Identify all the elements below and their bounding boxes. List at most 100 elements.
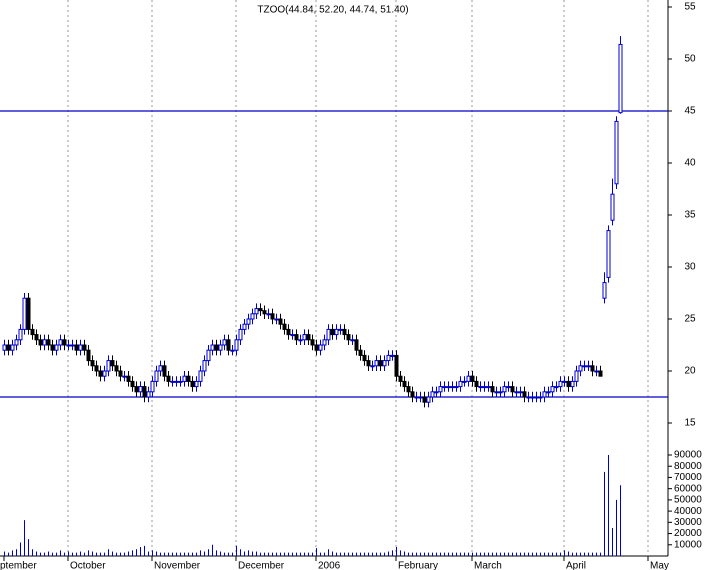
y-tick-label: 45 [684,106,696,117]
candle-body [250,313,255,320]
candle-body [562,380,567,383]
candle-body [326,328,331,341]
candle-body [538,396,543,399]
candle-body [382,360,387,367]
y-tick-label: 35 [684,210,696,221]
candle-body [534,396,539,399]
y2-tick-label: 20000 [674,528,702,539]
candle-body [174,380,179,383]
candle-body [66,344,71,347]
candle-body [202,360,207,372]
candle-body [430,391,435,398]
candle-body [582,365,587,368]
candle-body [58,339,63,346]
candle-body [274,318,279,321]
candle-body [138,386,143,393]
y-tick-label: 55 [684,2,696,13]
candle-body [494,391,499,394]
candle-body [490,386,495,393]
candle-body [146,391,151,398]
candle-body [522,391,527,398]
candle-body [262,310,267,315]
candle-body [170,380,175,383]
candle-body [22,297,27,330]
y-tick-label: 25 [684,314,696,325]
candle-body [338,328,343,331]
x-tick-label: February [398,561,438,570]
candle-body [530,396,535,399]
x-tick-label: October [70,561,106,570]
candle-body [318,344,323,351]
candle-body [26,297,31,330]
candle-body [214,344,219,351]
candle-body [518,391,523,394]
candle-body [210,344,215,351]
candle-body [258,308,263,312]
candle-body [346,334,351,341]
candle-body [454,386,459,389]
candle-body [590,365,595,372]
candle-body [550,386,555,393]
candle-body [334,328,339,336]
candle-body [442,386,447,389]
candle-body [302,334,307,341]
candle-body [278,318,283,325]
x-tick-label: May [650,561,669,570]
candle-body [498,391,503,394]
candle-body [502,386,507,393]
candle-body [374,360,379,367]
candle-body [30,328,35,336]
candle-body [130,380,135,388]
candle-body [602,282,607,299]
candle-body [426,396,431,403]
candle-body [154,370,159,382]
candle-body [70,344,75,347]
candle-body [182,375,187,382]
candle-body [162,365,167,377]
candle-body [314,344,319,351]
x-tick-label: December [238,561,285,570]
y2-tick-label: 70000 [674,472,702,483]
candle-body [266,313,271,316]
y2-tick-label: 10000 [674,539,702,550]
candle-body [198,370,203,382]
x-tick-label: April [566,561,586,570]
candle-body [194,380,199,388]
candle-body [466,375,471,382]
x-tick-label: ptember [0,561,37,570]
candle-body [178,380,183,383]
y-tick-label: 15 [684,418,696,429]
candle-body [526,396,531,399]
candle-body [350,339,355,342]
candle-body [126,375,131,382]
candle-body [470,375,475,382]
candle-body [606,230,611,278]
candle-body [290,334,295,337]
candle-body [394,354,399,377]
candle-body [158,365,163,372]
y-tick-label: 20 [684,366,696,377]
candle-body [482,386,487,389]
candle-body [10,344,15,351]
candle-body [14,339,19,346]
candle-body [118,370,123,377]
y2-tick-label: 60000 [674,483,702,494]
candle-body [322,339,327,346]
candle-body [510,386,515,393]
candle-body [542,391,547,398]
candle-body [222,339,227,346]
candle-body [270,313,275,320]
x-tick-label: November [154,561,201,570]
candle-body [594,370,599,373]
candle-body [418,396,423,399]
candle-body [478,386,483,389]
candle-body [386,354,391,362]
candle-body [150,380,155,393]
candle-body [558,380,563,388]
candle-body [570,380,575,388]
candle-body [142,386,147,398]
x-tick-label: March [474,561,502,570]
candle-body [134,386,139,393]
candle-body [586,365,591,368]
candle-body [358,349,363,356]
